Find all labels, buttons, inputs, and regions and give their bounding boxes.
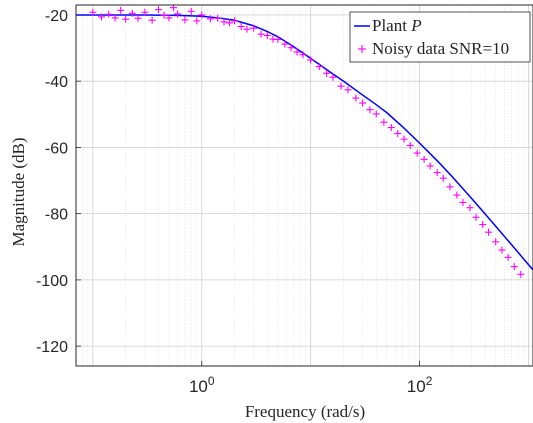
y-axis-label: Magnitude (dB)	[9, 137, 28, 246]
noisy-data-point	[299, 51, 307, 59]
legend: Plant P Noisy data SNR=10	[349, 11, 531, 63]
y-tick-label: -120	[36, 339, 68, 356]
noisy-data-point	[160, 11, 168, 19]
noisy-data-point	[366, 106, 374, 114]
noisy-data-point	[198, 11, 206, 19]
x-tick-label: 102	[407, 374, 433, 396]
noisy-data-point	[263, 31, 271, 39]
noisy-data-point	[193, 17, 201, 25]
noisy-data-point	[105, 10, 113, 18]
axes-frame	[75, 4, 533, 367]
grid-lines	[75, 5, 533, 366]
data-layer	[76, 4, 533, 278]
x-tick-label: 100	[189, 374, 215, 396]
legend-plant-symbol: P	[410, 16, 421, 35]
noisy-data-point	[485, 228, 493, 236]
noisy-data-point	[413, 149, 421, 157]
x-tick-labels: 100 102	[189, 361, 433, 396]
noisy-data-point	[420, 155, 428, 163]
noisy-data-point	[214, 14, 222, 22]
noisy-data-point	[174, 10, 182, 18]
noisy-data-point	[380, 118, 388, 126]
noisy-data-point	[89, 8, 97, 16]
noisy-data-point	[237, 23, 245, 31]
noisy-data-point	[510, 263, 518, 271]
noisy-data-point	[141, 8, 149, 16]
noisy-data-point	[206, 15, 214, 23]
y-tick-labels: -20 -40 -60 -80 -100 -120	[36, 8, 81, 356]
noisy-data-point	[281, 40, 289, 48]
noisy-data-point	[400, 135, 408, 143]
y-tick-label: -80	[45, 207, 68, 224]
noisy-data-point	[154, 6, 162, 14]
legend-box	[349, 11, 531, 63]
noisy-data-point	[243, 25, 251, 33]
noisy-data-point	[359, 99, 367, 107]
noisy-data-point	[128, 9, 136, 17]
noisy-data-point	[187, 7, 195, 15]
noisy-data-point	[337, 82, 345, 90]
legend-label-plant: Plant P	[372, 16, 422, 35]
noisy-data-point	[439, 174, 447, 182]
noisy-data-point	[111, 14, 119, 22]
legend-marker-swatch	[358, 45, 366, 53]
legend-label-noisy: Noisy data SNR=10	[372, 39, 509, 58]
noisy-data-point	[315, 63, 323, 71]
noisy-data-point	[257, 30, 265, 38]
noisy-data-point	[372, 110, 380, 118]
noisy-data-point	[406, 141, 414, 149]
noisy-data-point	[231, 17, 239, 25]
noisy-data-point	[148, 16, 156, 24]
y-tick-label: -100	[36, 273, 68, 290]
noisy-data-point	[466, 204, 474, 212]
noisy-data-point	[165, 14, 173, 22]
noisy-data-point	[117, 6, 125, 14]
noisy-data-point	[394, 130, 402, 138]
noisy-data-point	[352, 94, 360, 102]
noisy-data-point	[387, 124, 395, 132]
noisy-data-point	[517, 270, 525, 278]
noisy-data-point	[472, 213, 480, 221]
y-tick-label: -20	[45, 8, 68, 25]
noisy-data-point	[453, 191, 461, 199]
noisy-data-point	[492, 238, 500, 246]
noisy-data-point	[122, 15, 130, 23]
noisy-data-point	[504, 253, 512, 261]
noisy-data-point	[433, 169, 441, 177]
y-tick-label: -60	[45, 140, 68, 157]
noisy-data-point	[344, 86, 352, 94]
noisy-data-point	[426, 162, 434, 170]
noisy-data-point	[307, 56, 315, 64]
noisy-data-point	[329, 73, 337, 81]
noisy-data-point	[459, 198, 467, 206]
legend-plant-name: Plant	[372, 16, 407, 35]
noisy-data-point	[479, 221, 487, 229]
noisy-data-point	[323, 69, 331, 77]
noisy-data-point	[226, 19, 234, 27]
noisy-data-point	[446, 183, 454, 191]
noisy-data-point	[220, 18, 228, 26]
noisy-data-point	[250, 24, 258, 32]
y-tick-label: -40	[45, 74, 68, 91]
noisy-data-point	[274, 35, 282, 43]
noisy-data-point	[134, 14, 142, 22]
noisy-data-point	[97, 13, 105, 21]
plant-line	[76, 14, 533, 271]
noisy-data-point	[293, 48, 301, 56]
noisy-data-point	[181, 16, 189, 24]
x-axis-label: Frequency (rad/s)	[245, 402, 365, 421]
noisy-data-point	[498, 246, 506, 254]
noisy-data-point	[287, 44, 295, 52]
